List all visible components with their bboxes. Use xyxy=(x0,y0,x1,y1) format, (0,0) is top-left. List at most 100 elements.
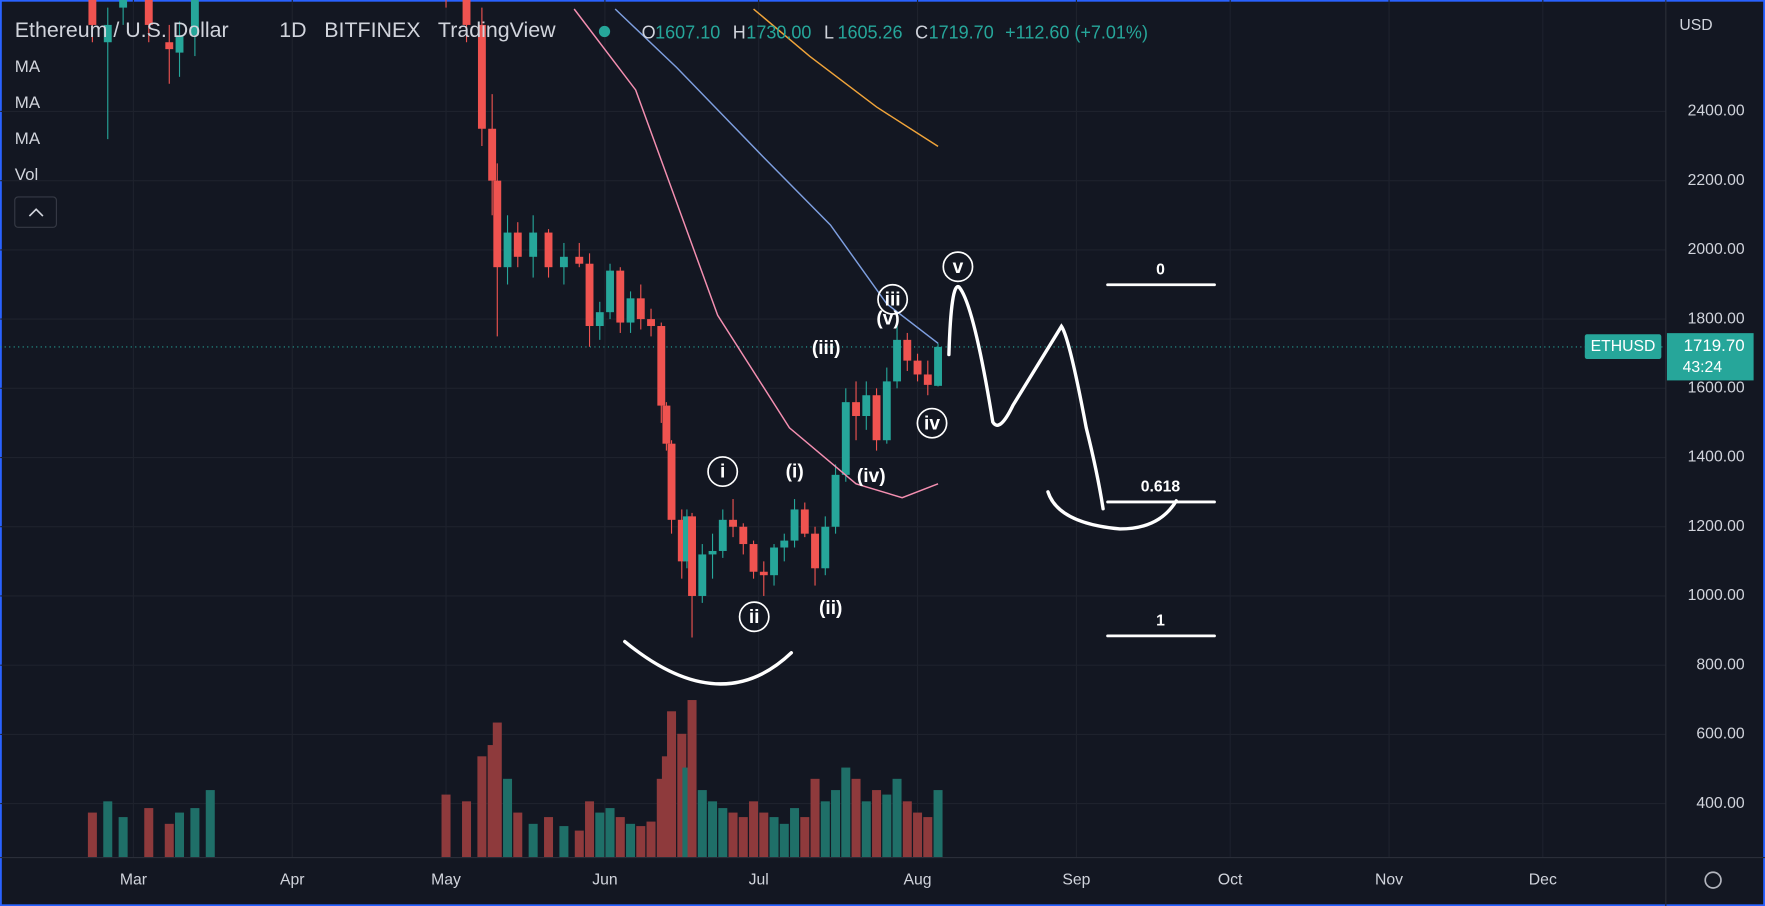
candle-body xyxy=(934,346,942,386)
volume-bar xyxy=(441,794,451,858)
fib-label: 0.618 xyxy=(1141,478,1181,495)
y-tick-label: 800.00 xyxy=(1696,656,1744,673)
indicator-label[interactable]: Vol xyxy=(15,165,38,184)
hand-arc xyxy=(623,639,794,686)
volume-bar xyxy=(595,812,605,858)
volume-bar xyxy=(574,830,584,858)
symbol-tag-text: ETHUSD xyxy=(1591,338,1656,355)
candle-body xyxy=(606,270,614,313)
candle-body xyxy=(770,547,778,576)
hand-projection xyxy=(947,285,1105,511)
wave-circle xyxy=(877,283,909,315)
indicator-label[interactable]: MA xyxy=(15,57,41,76)
candle-body xyxy=(811,533,819,569)
indicator-label[interactable]: MA xyxy=(15,129,41,148)
volume-bar xyxy=(677,733,687,858)
candle-body xyxy=(575,256,584,264)
volume-bar xyxy=(831,790,841,858)
indicator-label[interactable]: MA xyxy=(15,93,41,112)
price-tag xyxy=(1666,333,1754,381)
y-tick-label: 1800.00 xyxy=(1688,310,1745,327)
y-tick-label: 600.00 xyxy=(1696,726,1744,743)
candle-body xyxy=(595,312,604,327)
candle-body xyxy=(677,519,686,562)
ohlc-value: 1719.70 xyxy=(929,23,994,43)
candle-body xyxy=(682,516,691,562)
volume-bar xyxy=(636,826,646,858)
volume-bar xyxy=(923,817,933,858)
candle-body xyxy=(913,360,922,375)
volume-bar xyxy=(810,778,820,858)
volume-bar xyxy=(738,817,748,858)
header: Ethereum / U.S. Dollar 1D BITFINEX Tradi… xyxy=(14,17,1722,889)
currency-menu[interactable]: USD xyxy=(1679,17,1712,34)
candle-body xyxy=(841,402,850,475)
candle-body xyxy=(800,509,809,534)
candle-body xyxy=(488,128,497,181)
wave-circle xyxy=(916,407,948,439)
volume-bar xyxy=(661,756,671,858)
x-tick-label: Aug xyxy=(904,871,932,888)
volume-bar xyxy=(646,821,656,858)
change: +112.60 (+7.01%) xyxy=(1005,23,1148,43)
candle-body xyxy=(688,516,696,596)
fib-label: 0 xyxy=(1156,261,1165,278)
interval: 1D xyxy=(279,18,306,42)
candle-body xyxy=(718,519,727,551)
symbol-title: Ethereum / U.S. Dollar xyxy=(15,18,229,42)
candle-body xyxy=(503,232,512,268)
wave-circle xyxy=(707,456,739,488)
volume-bar xyxy=(872,790,882,858)
volume-bar xyxy=(913,812,923,858)
volume-bar xyxy=(175,812,185,858)
volume-bar xyxy=(902,801,912,858)
hand-arc xyxy=(1046,490,1178,531)
candle-body xyxy=(119,0,128,8)
ohlc-key: H xyxy=(733,23,746,43)
volume-bar xyxy=(851,778,861,858)
volume-bar xyxy=(790,808,800,858)
candle-body xyxy=(647,319,655,327)
candle-body xyxy=(462,0,471,25)
volume-bar xyxy=(882,794,892,858)
wave-circle xyxy=(738,601,770,633)
collapse-button[interactable] xyxy=(14,196,57,228)
y-tick-label: 2000.00 xyxy=(1688,241,1745,258)
y-tick-label: 1200.00 xyxy=(1688,518,1745,535)
x-tick-label: Jul xyxy=(749,871,769,888)
candle-body xyxy=(903,339,912,361)
candle-body xyxy=(585,263,594,327)
volume-bar xyxy=(728,812,738,858)
volume-bar xyxy=(492,722,502,858)
y-tick-label: 1600.00 xyxy=(1688,379,1745,396)
candle-body xyxy=(790,509,799,541)
volume-bar xyxy=(892,778,902,858)
candle-body xyxy=(513,232,522,257)
volume-bar xyxy=(144,808,154,858)
wave-label: i xyxy=(720,462,725,483)
wave-label: (iv) xyxy=(857,466,886,487)
candle-body xyxy=(175,35,184,53)
volume-bar xyxy=(164,823,174,858)
candle-body xyxy=(872,395,881,441)
volume-bar xyxy=(462,801,472,858)
ohlc-key: L xyxy=(824,23,834,43)
candle-body xyxy=(626,298,635,323)
candle-body xyxy=(165,42,174,50)
volume-bar xyxy=(656,778,666,858)
drawings xyxy=(623,283,1216,686)
candle-body xyxy=(852,402,860,417)
volume-bar xyxy=(697,790,707,858)
y-tick-label: 1000.00 xyxy=(1688,587,1745,604)
settings-icon[interactable] xyxy=(1704,871,1722,889)
volume-bar xyxy=(708,801,718,858)
volume-bar xyxy=(667,711,677,858)
candle-body xyxy=(103,24,112,43)
candle-body xyxy=(662,405,671,444)
y-tick-label: 2200.00 xyxy=(1688,172,1745,189)
candle-body xyxy=(636,298,645,320)
status-dot xyxy=(598,25,611,38)
volume-bar xyxy=(933,790,943,858)
volume-bar xyxy=(190,808,200,858)
candle-body xyxy=(667,443,676,520)
